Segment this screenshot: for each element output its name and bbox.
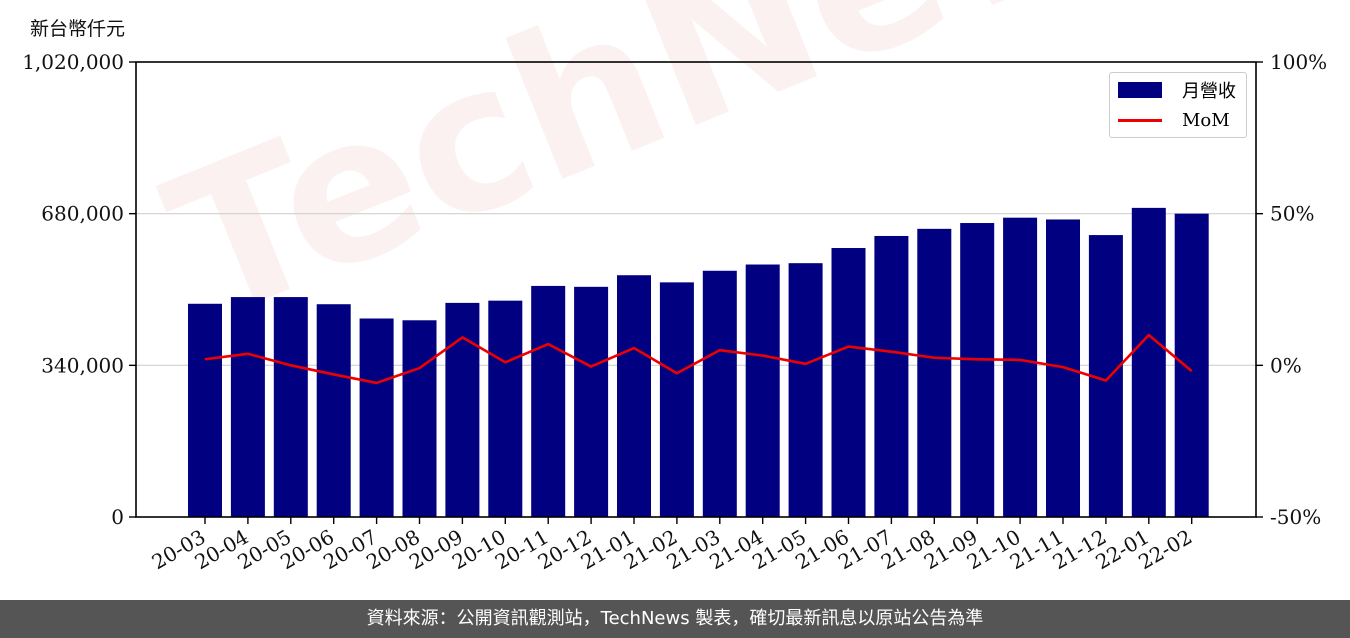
- bar-21-09: [960, 223, 995, 518]
- bar-20-11: [531, 285, 566, 517]
- legend-item-revenue: 月營收: [1118, 77, 1236, 103]
- left-tick-label: 0: [111, 505, 124, 529]
- bar-20-09: [445, 302, 480, 517]
- bar-20-05: [273, 297, 308, 517]
- bar-21-08: [917, 228, 952, 518]
- y-axis-unit-label: 新台幣仟元: [30, 18, 126, 40]
- chart-svg: 0340,000680,0001,020,000-50%0%50%100%20-…: [22, 50, 1327, 574]
- right-tick-label: 0%: [1270, 353, 1302, 377]
- bar-22-01: [1131, 207, 1166, 517]
- legend-bar-swatch: [1118, 82, 1162, 98]
- bar-21-06: [831, 248, 866, 517]
- bar-22-02: [1174, 213, 1209, 517]
- bar-20-04: [230, 297, 265, 517]
- bar-20-07: [359, 318, 394, 517]
- bar-20-03: [188, 303, 222, 517]
- plot-frame: [135, 61, 1257, 518]
- bar-20-10: [488, 300, 523, 517]
- legend-bar-label: 月營收: [1182, 81, 1236, 102]
- mom-line: [204, 333, 1193, 385]
- bar-20-06: [316, 304, 351, 517]
- legend-line-swatch: [1118, 118, 1162, 122]
- bar-21-05: [788, 263, 823, 517]
- bar-21-07: [874, 235, 909, 517]
- footer-source-note: 資料來源：公開資訊觀測站，TechNews 製表，確切最新訊息以原站公告為準: [0, 600, 1350, 638]
- bar-21-03: [702, 270, 737, 517]
- bar-21-01: [617, 275, 651, 517]
- left-tick-label: 340,000: [41, 353, 124, 377]
- right-tick-label: 50%: [1270, 202, 1314, 226]
- bar-21-04: [745, 264, 780, 517]
- bar-21-02: [659, 282, 694, 517]
- chart-legend: 月營收 MoM: [1109, 72, 1247, 138]
- bar-20-08: [402, 320, 437, 517]
- legend-item-mom: MoM: [1118, 107, 1230, 133]
- left-tick-label: 1,020,000: [22, 50, 124, 74]
- left-tick-label: 680,000: [41, 202, 124, 226]
- legend-line-label: MoM: [1182, 109, 1230, 131]
- bar-21-10: [1003, 217, 1038, 517]
- right-tick-label: -50%: [1270, 505, 1321, 529]
- right-tick-label: 100%: [1270, 50, 1327, 74]
- bar-20-12: [574, 286, 609, 517]
